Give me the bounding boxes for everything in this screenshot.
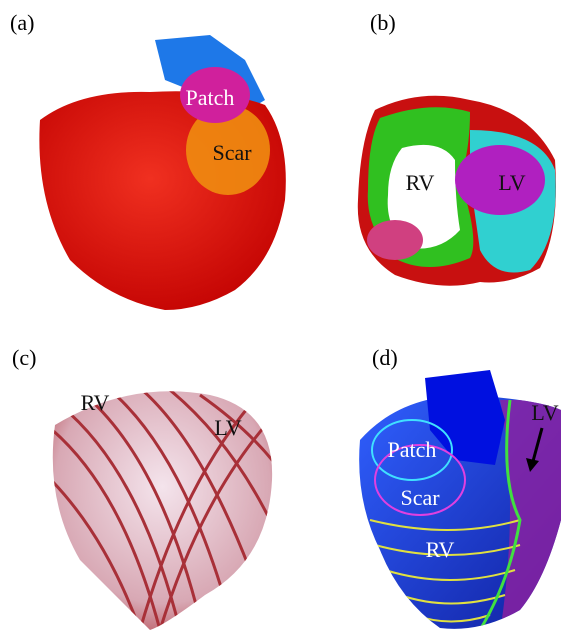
annotation: LV xyxy=(498,170,525,195)
annotation: RV xyxy=(406,170,435,195)
panel-d: (d) Patch Scar RV LV xyxy=(359,345,561,633)
panel-b: (b) RV LV xyxy=(358,10,556,286)
annotation: RV xyxy=(81,390,110,415)
panel-a: (a) Patch Scar xyxy=(10,10,286,310)
annotation: LV xyxy=(531,400,558,425)
annotation: Patch xyxy=(388,437,437,462)
patch-region xyxy=(367,220,423,260)
figure: (a) Patch Scar (b) RV LV (c) RV LV (d) xyxy=(0,0,561,633)
panel-label: (c) xyxy=(12,345,36,370)
panel-c: (c) RV LV xyxy=(12,345,280,630)
panel-label: (d) xyxy=(372,345,398,370)
annotation: LV xyxy=(214,415,241,440)
annotation: Scar xyxy=(212,140,252,165)
panel-label: (a) xyxy=(10,10,34,35)
annotation: Scar xyxy=(400,485,440,510)
annotation: RV xyxy=(426,537,455,562)
annotation: Patch xyxy=(186,85,235,110)
panel-label: (b) xyxy=(370,10,396,35)
